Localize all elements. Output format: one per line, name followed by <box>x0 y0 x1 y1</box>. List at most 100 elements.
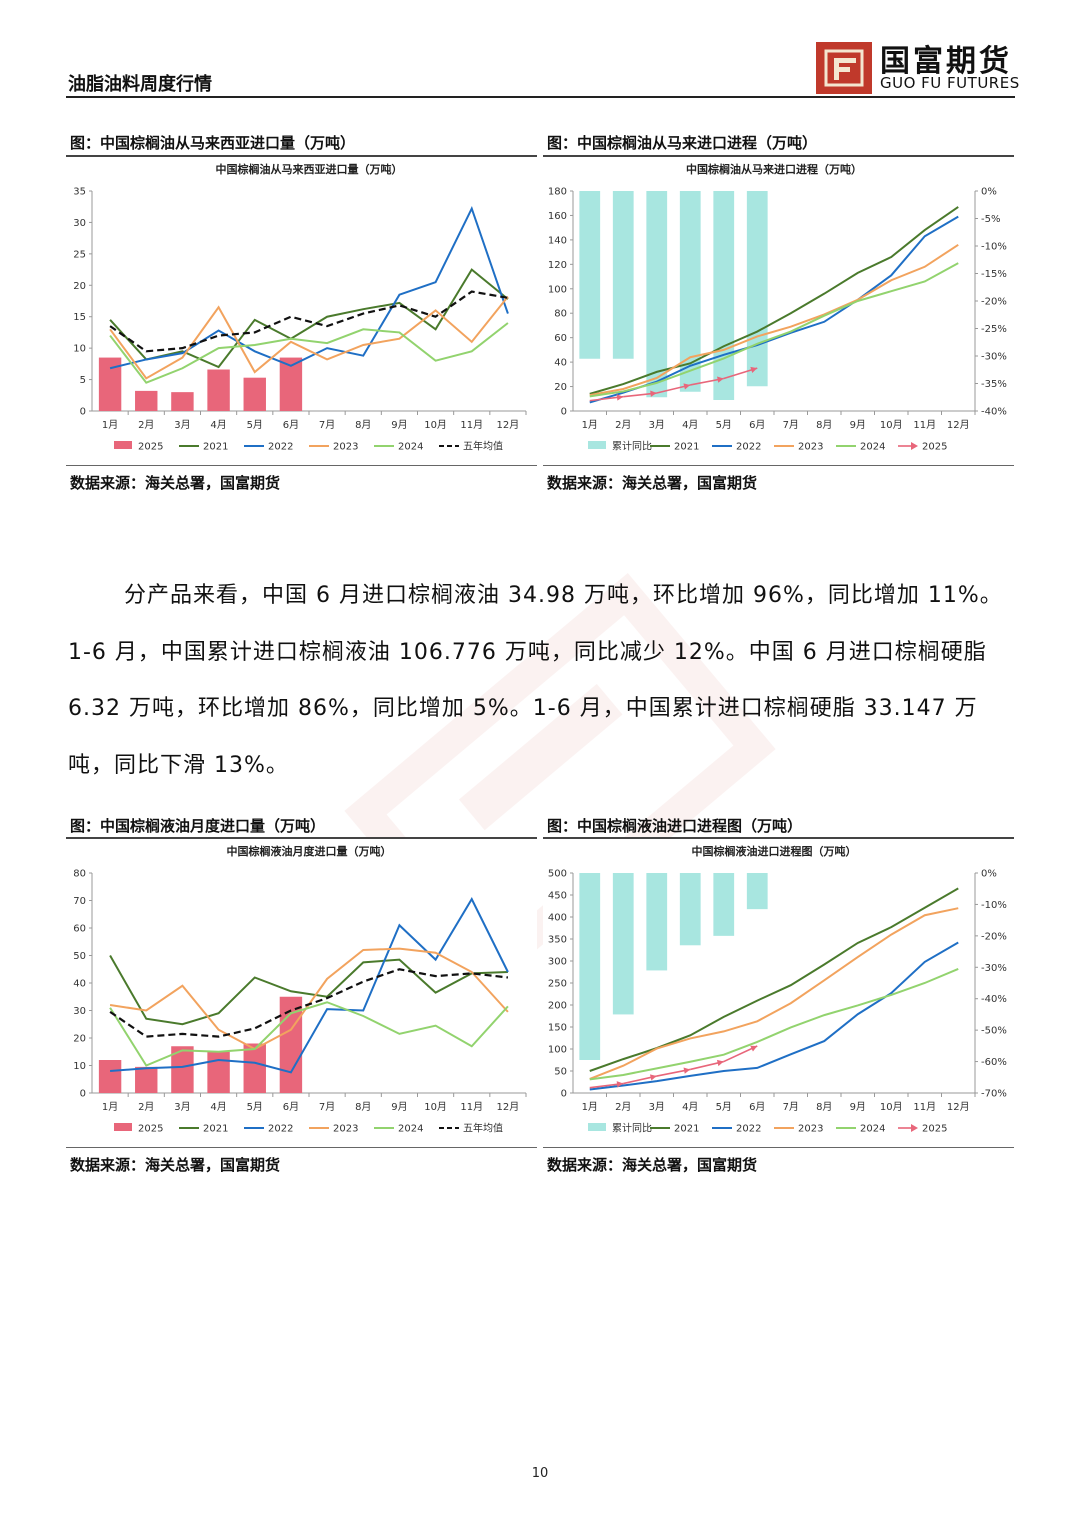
y-tick-label: 120 <box>548 260 567 271</box>
legend-item: 2025 <box>114 441 163 453</box>
series-arrow-head <box>717 376 724 383</box>
bar <box>579 191 601 359</box>
y-tick-label: 5 <box>80 375 86 386</box>
document-title: 油脂油料周度行情 <box>68 74 212 95</box>
bar <box>135 1066 158 1093</box>
legend-item: 2025 <box>114 1123 163 1135</box>
legend-label: 2024 <box>860 1124 885 1135</box>
series-line-2021 <box>589 887 959 1072</box>
x-tick-label: 2月 <box>615 419 631 431</box>
y-tick-label: 20 <box>554 382 567 393</box>
y2-tick-label: -50% <box>981 1026 1007 1037</box>
legend-label: 2024 <box>398 442 423 453</box>
legend-label: 2022 <box>268 442 293 453</box>
series-line-2023 <box>589 243 959 397</box>
page-number: 10 <box>531 1466 549 1481</box>
y2-tick-label: -60% <box>981 1057 1007 1068</box>
y2-tick-label: -5% <box>981 214 1000 225</box>
y2-tick-label: 0% <box>981 869 997 880</box>
y2-tick-label: -10% <box>981 242 1007 253</box>
series-line-五年均值 <box>109 968 509 1038</box>
y-tick-label: 350 <box>548 935 567 946</box>
legend-item: 2023 <box>774 442 823 453</box>
x-tick-label: 12月 <box>497 1101 520 1113</box>
y-tick-label: 0 <box>561 1089 567 1100</box>
legend-label: 五年均值 <box>463 440 503 453</box>
y2-tick-label: -40% <box>981 994 1007 1005</box>
y-tick-label: 0 <box>80 407 86 418</box>
figure-source-3: 数据来源：海关总署，国富期货 <box>70 1156 281 1174</box>
y-tick-label: 150 <box>548 1023 567 1034</box>
x-tick-label: 11月 <box>913 419 936 431</box>
x-tick-label: 10月 <box>880 419 903 431</box>
bar <box>579 873 601 1060</box>
bar <box>646 191 668 398</box>
legend-item: 2021 <box>179 1124 228 1135</box>
y-tick-label: 180 <box>548 187 567 198</box>
y-tick-label: 70 <box>73 896 86 907</box>
x-tick-label: 4月 <box>210 419 226 431</box>
x-tick-label: 1月 <box>102 419 118 431</box>
chart-title: 中国棕榈液油进口进程图（万吨） <box>692 844 857 858</box>
legend-item: 2024 <box>374 1124 423 1135</box>
legend-item: 2022 <box>712 442 761 453</box>
x-tick-label: 5月 <box>716 419 732 431</box>
y-tick-label: 35 <box>73 187 86 198</box>
y-tick-label: 0 <box>80 1089 86 1100</box>
figure-rule-1-bottom <box>66 465 537 466</box>
legend-label: 2022 <box>736 1124 761 1135</box>
legend-item: 2023 <box>774 1124 823 1135</box>
legend-item: 2023 <box>309 442 358 453</box>
logo-icon <box>816 42 872 94</box>
figure-caption-3: 图：中国棕榈液油月度进口量（万吨） <box>70 817 326 835</box>
x-tick-label: 9月 <box>391 1101 407 1113</box>
legend-item: 2025 <box>898 1124 947 1135</box>
bar <box>646 873 668 971</box>
x-tick-label: 9月 <box>850 419 866 431</box>
legend-label: 2025 <box>138 1124 163 1135</box>
x-tick-label: 8月 <box>816 1101 832 1113</box>
chart-2-svg: 中国棕榈油从马来进口进程（万吨） 0 20 40 60 80 100 120 140 160 180… <box>548 162 1007 453</box>
header-rule <box>66 96 1015 98</box>
bar <box>679 191 701 392</box>
y2-tick-label: -15% <box>981 269 1007 280</box>
legend-item: 2022 <box>712 1124 761 1135</box>
x-tick-label: 11月 <box>913 1101 936 1113</box>
figure-rule-1-top <box>66 155 537 157</box>
x-tick-label: 6月 <box>283 1101 299 1113</box>
x-tick-label: 11月 <box>460 419 483 431</box>
x-tick-label: 7月 <box>783 1101 799 1113</box>
legend-item: 累计同比 <box>588 440 652 453</box>
x-tick-label: 5月 <box>716 1101 732 1113</box>
legend-label: 2024 <box>398 1124 423 1135</box>
bar <box>98 357 122 411</box>
legend-item: 五年均值 <box>439 440 503 453</box>
y2-tick-label: -20% <box>981 931 1007 942</box>
chart-1: 中国棕榈油从马来西亚进口量（万吨） 0 5 10 15 20 25 30 35 1月 2月 3月 4月 5… <box>66 157 537 464</box>
bar <box>612 873 634 1015</box>
bar <box>207 1051 230 1093</box>
x-tick-label: 8月 <box>355 419 371 431</box>
legend-swatch-bar <box>588 441 606 449</box>
legend-label: 累计同比 <box>612 440 652 453</box>
series-arrow-head <box>750 366 758 373</box>
figure-rule-3-top <box>66 837 537 839</box>
figure-caption-2: 图：中国棕榈油从马来进口进程（万吨） <box>547 134 818 152</box>
legend-item: 2024 <box>374 442 423 453</box>
y-tick-label: 25 <box>73 249 86 260</box>
legend-label: 2025 <box>922 1124 947 1135</box>
company-logo-cn: 国富期货 <box>880 44 1012 79</box>
legend-label: 2021 <box>674 1124 699 1135</box>
chart-title: 中国棕榈油从马来进口进程（万吨） <box>686 162 862 176</box>
bar <box>98 1060 122 1093</box>
legend-swatch-bar <box>588 1123 606 1131</box>
y-tick-label: 0 <box>561 407 567 418</box>
series-line-2022 <box>589 215 959 404</box>
series-line-2021 <box>589 206 959 395</box>
legend-label: 2025 <box>922 442 947 453</box>
legend-item: 2025 <box>898 442 947 453</box>
y2-tick-label: -20% <box>981 297 1007 308</box>
x-tick-label: 2月 <box>615 1101 631 1113</box>
x-tick-label: 6月 <box>749 419 765 431</box>
legend-item: 2022 <box>244 442 293 453</box>
